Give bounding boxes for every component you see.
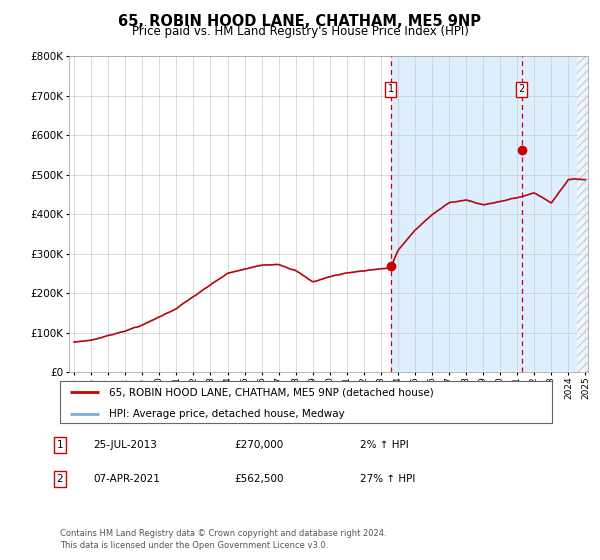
Text: 07-APR-2021: 07-APR-2021 <box>93 474 160 484</box>
Text: £562,500: £562,500 <box>234 474 284 484</box>
Text: 27% ↑ HPI: 27% ↑ HPI <box>360 474 415 484</box>
Text: 25-JUL-2013: 25-JUL-2013 <box>93 440 157 450</box>
Bar <box>391 56 588 372</box>
Text: HPI: Average price, detached house, Medway: HPI: Average price, detached house, Medw… <box>109 409 345 418</box>
Text: 1: 1 <box>388 84 394 94</box>
Text: £270,000: £270,000 <box>234 440 283 450</box>
Text: 2: 2 <box>519 84 525 94</box>
Text: Price paid vs. HM Land Registry's House Price Index (HPI): Price paid vs. HM Land Registry's House … <box>131 25 469 38</box>
Text: 2: 2 <box>56 474 64 484</box>
Bar <box>577 56 590 372</box>
Text: Contains HM Land Registry data © Crown copyright and database right 2024.
This d: Contains HM Land Registry data © Crown c… <box>60 529 386 550</box>
Text: 2% ↑ HPI: 2% ↑ HPI <box>360 440 409 450</box>
Text: 1: 1 <box>56 440 64 450</box>
Text: 65, ROBIN HOOD LANE, CHATHAM, ME5 9NP (detached house): 65, ROBIN HOOD LANE, CHATHAM, ME5 9NP (d… <box>109 387 434 397</box>
Text: 65, ROBIN HOOD LANE, CHATHAM, ME5 9NP: 65, ROBIN HOOD LANE, CHATHAM, ME5 9NP <box>119 14 482 29</box>
